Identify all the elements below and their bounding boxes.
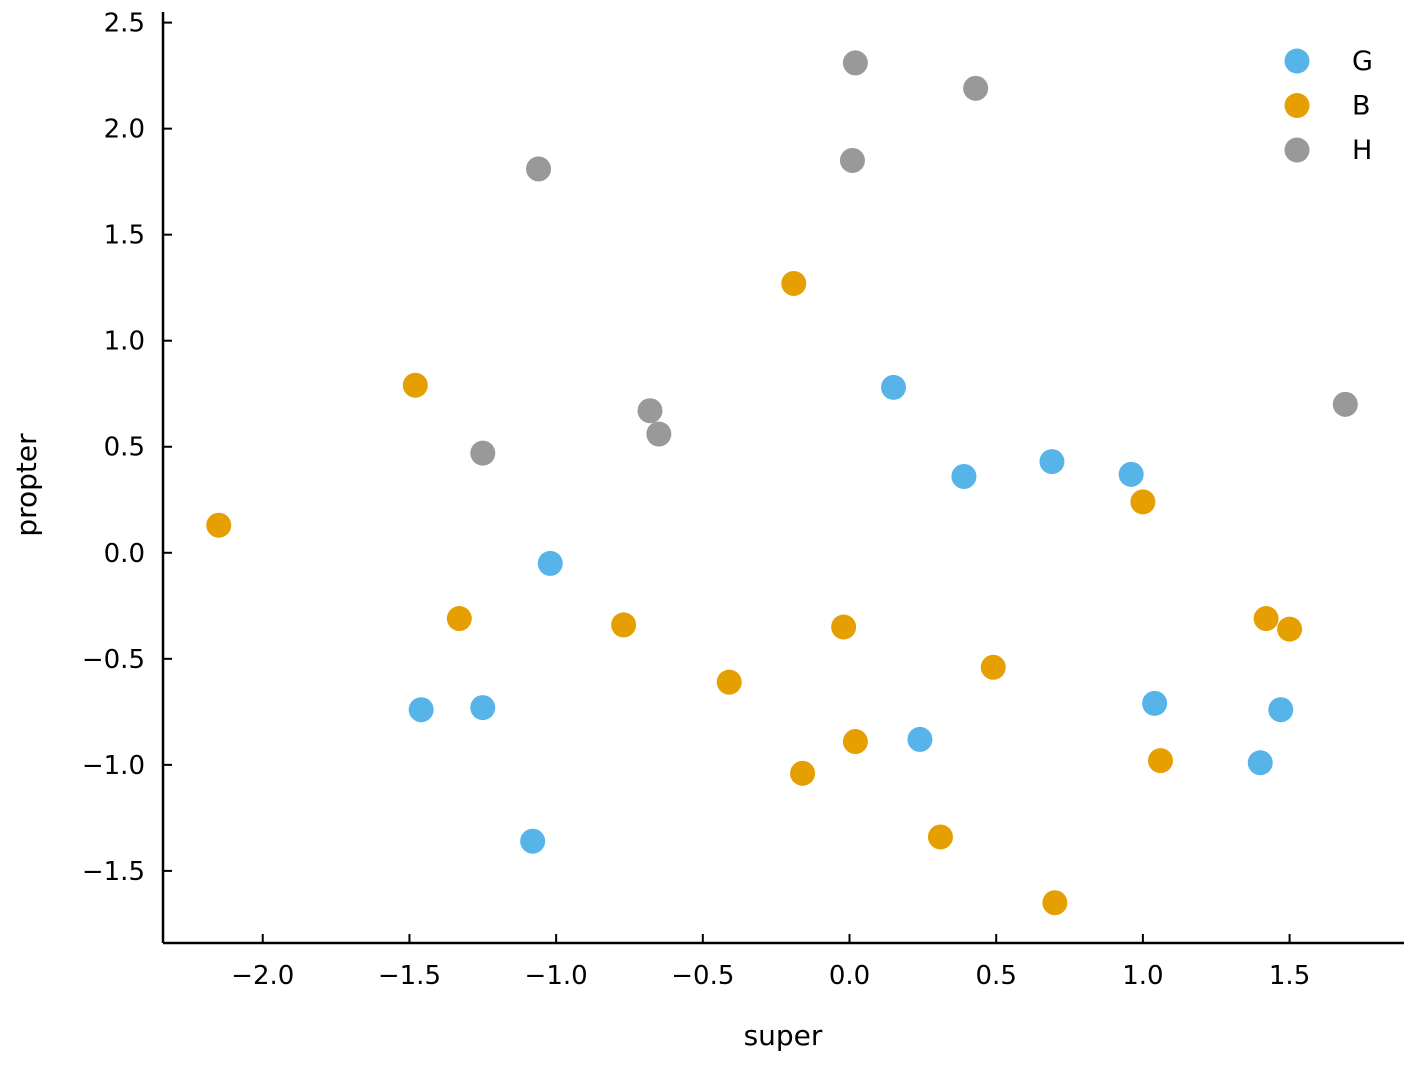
data-point xyxy=(1268,697,1294,723)
y-axis-label: propter xyxy=(10,433,43,537)
y-tick-label: 1.5 xyxy=(104,221,145,251)
data-point xyxy=(1247,750,1273,776)
y-tick-label: 2.5 xyxy=(104,9,145,39)
legend-item-G: G xyxy=(1284,46,1373,77)
x-tick-label: −1.5 xyxy=(378,961,441,991)
data-point xyxy=(1118,461,1144,487)
data-point xyxy=(1142,690,1168,716)
data-point xyxy=(842,729,868,755)
y-tick-label: 0.5 xyxy=(104,433,145,463)
legend-item-B: B xyxy=(1284,91,1371,122)
data-points xyxy=(206,50,1358,916)
data-point xyxy=(1042,890,1068,916)
data-point xyxy=(520,828,546,854)
data-point xyxy=(980,654,1006,680)
data-point xyxy=(537,550,563,576)
legend-marker xyxy=(1284,93,1310,118)
y-tick-label: −0.5 xyxy=(82,645,145,675)
axes xyxy=(161,12,1404,945)
data-point xyxy=(1332,391,1358,417)
y-tick-label: −1.0 xyxy=(82,751,145,781)
x-tick-label: 1.0 xyxy=(1122,961,1163,991)
legend-marker xyxy=(1284,48,1310,74)
legend: GBH xyxy=(1284,46,1373,166)
data-point xyxy=(1130,489,1156,515)
data-point xyxy=(839,147,865,173)
data-point xyxy=(206,512,232,538)
data-point xyxy=(951,463,977,489)
x-tick-label: 1.5 xyxy=(1269,961,1310,991)
tick-marks: −2.0 −1.5 −1.0 −0.5 0.0 0.5 1.0 1.5 −1.5 −1.0 −0.5… xyxy=(82,9,1310,991)
data-point xyxy=(1277,616,1303,642)
x-axis-label: super xyxy=(744,1019,823,1052)
data-point xyxy=(446,606,472,632)
data-point xyxy=(831,614,857,640)
data-point xyxy=(408,697,434,723)
data-point xyxy=(842,50,868,76)
series-G xyxy=(408,374,1294,854)
y-tick-label: 2.0 xyxy=(104,115,145,145)
x-tick-label: −1.0 xyxy=(525,961,588,991)
data-point xyxy=(881,374,907,400)
data-point xyxy=(646,421,672,447)
data-point xyxy=(1147,748,1173,774)
data-point xyxy=(402,372,428,398)
data-point xyxy=(790,760,816,786)
data-point xyxy=(927,824,953,850)
series-B xyxy=(206,270,1303,916)
data-point xyxy=(781,270,807,296)
data-point xyxy=(526,156,552,182)
legend-marker xyxy=(1284,137,1310,163)
y-tick-label: 0.0 xyxy=(104,539,145,569)
series-H xyxy=(470,50,1358,466)
data-point xyxy=(716,669,742,695)
y-tick-label: 1.0 xyxy=(104,327,145,357)
x-tick-label: −0.5 xyxy=(671,961,734,991)
data-point xyxy=(1039,449,1065,475)
y-tick-label: −1.5 xyxy=(82,857,145,887)
data-point xyxy=(470,440,496,466)
x-tick-label: −2.0 xyxy=(231,961,294,991)
x-tick-label: 0.5 xyxy=(976,961,1017,991)
x-tick-label: 0.0 xyxy=(829,961,870,991)
legend-label: G xyxy=(1352,46,1373,77)
data-point xyxy=(963,75,989,101)
data-point xyxy=(611,612,637,638)
legend-label: B xyxy=(1352,91,1371,122)
legend-label: H xyxy=(1352,135,1372,166)
data-point xyxy=(1253,606,1279,632)
data-point xyxy=(907,726,933,752)
data-point xyxy=(470,695,496,721)
legend-item-H: H xyxy=(1284,135,1372,166)
data-point xyxy=(637,398,663,424)
